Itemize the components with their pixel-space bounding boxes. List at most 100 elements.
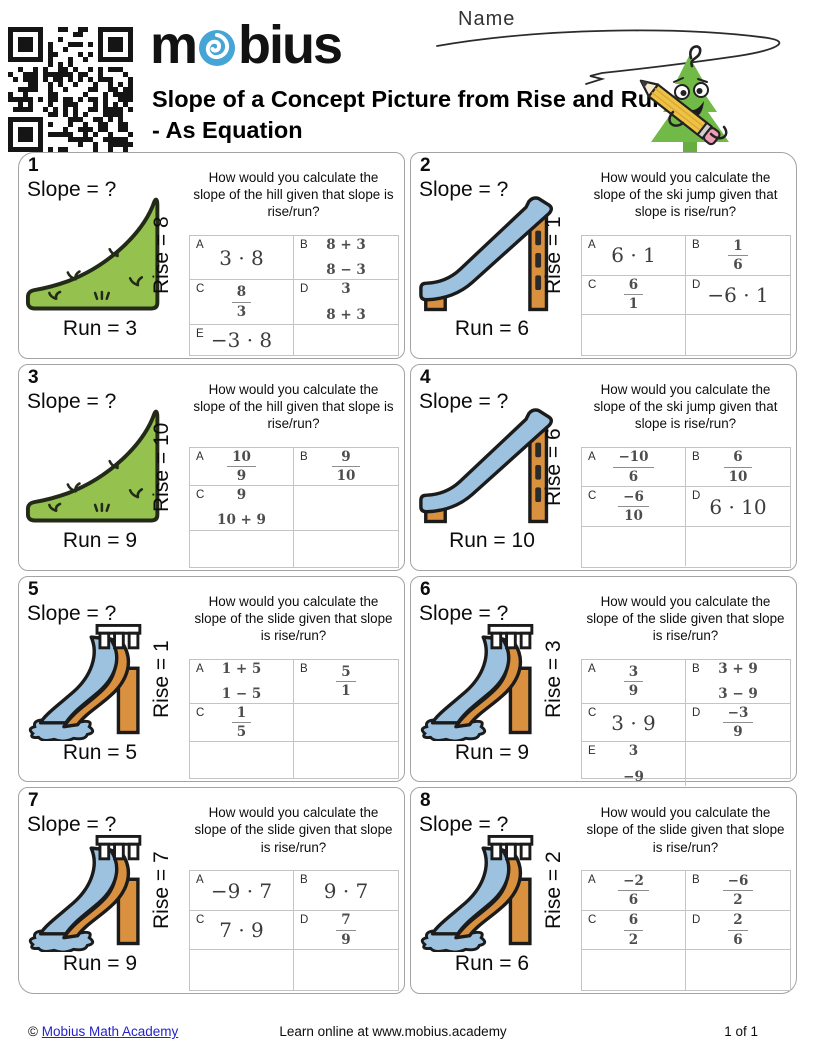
choice-expression: −3 · 8 (210, 327, 273, 352)
answer-choice-C: C 3 · 9 (582, 703, 686, 743)
answer-slot-empty (294, 950, 398, 990)
ski-jump-illustration (417, 191, 563, 317)
hill-illustration (25, 191, 171, 317)
answer-choice-B: B −6 2 (686, 871, 790, 911)
answer-choice-A: A 10 9 (190, 447, 294, 487)
slope-label: Slope = ? (27, 813, 117, 837)
choice-expression: −2 6 (618, 872, 649, 909)
answer-choice-D: D −3 9 (686, 704, 790, 743)
problem-cell-6: 6 Slope = ? Rise = 3 Run = 9 How would y… (410, 575, 797, 786)
logo-text-left: m (150, 15, 198, 75)
question-text: How would you calculate the slope of the… (194, 805, 393, 855)
answer-choice-C: C 9 10 + 9 (190, 486, 294, 531)
question-text: How would you calculate the slope of the… (586, 593, 785, 643)
rise-label: Rise = 3 (542, 639, 565, 718)
choice-letter: C (588, 490, 597, 503)
rise-label: Rise = 1 (542, 216, 565, 294)
answer-slot-empty (294, 704, 398, 743)
problem-cell-1: 1 Slope = ? Rise = 8 Run = 3 How would y… (18, 152, 405, 359)
choice-expression: 6 10 (723, 448, 753, 485)
problem-number: 4 (420, 366, 431, 388)
choice-expression: −6 · 1 (707, 282, 769, 307)
choice-letter: E (588, 745, 596, 758)
mobius-logo: m bius (150, 15, 343, 75)
choice-expression: −3 9 (722, 704, 754, 741)
choice-letter: D (300, 913, 309, 926)
answer-choice-B: B 6 10 (686, 448, 790, 488)
hill-illustration (25, 403, 171, 529)
choice-letter: D (692, 913, 701, 926)
run-label: Run = 9 (454, 740, 530, 764)
problem-number: 5 (28, 578, 39, 600)
problem-cell-4: 4 Slope = ? Rise = 6 Run = 10 How would … (410, 363, 797, 571)
problem-cell-7: 7 Slope = ? Rise = 7 Run = 9 How would y… (18, 787, 405, 994)
choice-letter: C (588, 278, 597, 291)
choice-letter: C (196, 706, 205, 719)
answer-choice-D: D −6 · 1 (686, 276, 790, 316)
mobius-math-academy-link[interactable]: Mobius Math Academy (41, 1024, 179, 1039)
answer-choice-A: A −10 6 (582, 447, 686, 488)
footer-center-text: Learn online at www.mobius.academy (279, 1024, 507, 1039)
run-label: Run = 10 (449, 528, 535, 552)
answer-choice-B: B 9 10 (294, 448, 398, 487)
slide-illustration (25, 615, 171, 741)
choice-expression: −10 6 (613, 448, 654, 485)
choice-letter: D (692, 278, 701, 291)
answer-slot-empty (190, 950, 294, 990)
choice-expression: 3 · 8 (219, 245, 264, 270)
name-line (436, 29, 781, 85)
choice-letter: A (588, 450, 596, 463)
answer-table: A 6 · 1 B 1 6 C 6 1 D −6 · 1 (581, 235, 791, 356)
choice-letter: B (692, 450, 700, 463)
answer-slot-empty (294, 486, 398, 531)
answer-choice-C: C 7 · 9 (190, 910, 294, 951)
problem-cell-3: 3 Slope = ? Rise = 10 Run = 9 How would … (18, 363, 405, 571)
run-label: Run = 6 (454, 952, 530, 976)
answer-choice-A: A −2 6 (582, 871, 686, 911)
choice-letter: A (588, 662, 596, 675)
problem-number: 1 (28, 155, 39, 176)
run-label: Run = 5 (62, 740, 138, 764)
answer-slot-empty (686, 742, 790, 785)
choice-expression: 7 · 9 (219, 918, 264, 943)
problem-cell-8: 8 Slope = ? Rise = 2 Run = 6 How would y… (410, 787, 797, 994)
choice-letter: A (196, 662, 204, 675)
choice-expression: 3 −9 (623, 743, 644, 785)
answer-table: A −10 6 B 6 10 C −6 10 D 6 · 10 (581, 446, 791, 568)
choice-letter: A (196, 239, 204, 251)
question-text: How would you calculate the slope of the… (586, 805, 785, 855)
problem-number: 6 (420, 578, 431, 600)
choice-letter: A (588, 874, 596, 887)
slope-label: Slope = ? (27, 601, 117, 625)
answer-slot-empty (294, 531, 398, 567)
choice-letter: A (196, 874, 204, 887)
answer-choice-A: A −9 · 7 (190, 871, 294, 911)
mobius-swirl-icon (199, 30, 236, 66)
copyright-symbol: © (28, 1024, 42, 1039)
name-label: Name (458, 8, 516, 30)
choice-letter: B (300, 239, 308, 251)
choice-expression: 6 · 10 (709, 494, 767, 519)
slope-label: Slope = ? (27, 178, 117, 201)
answer-slot-empty (686, 527, 790, 567)
choice-letter: B (692, 239, 700, 251)
page-indicator: 1 of 1 (724, 1024, 758, 1039)
ski-jump-illustration (417, 403, 563, 529)
answer-slot-empty (582, 950, 686, 990)
